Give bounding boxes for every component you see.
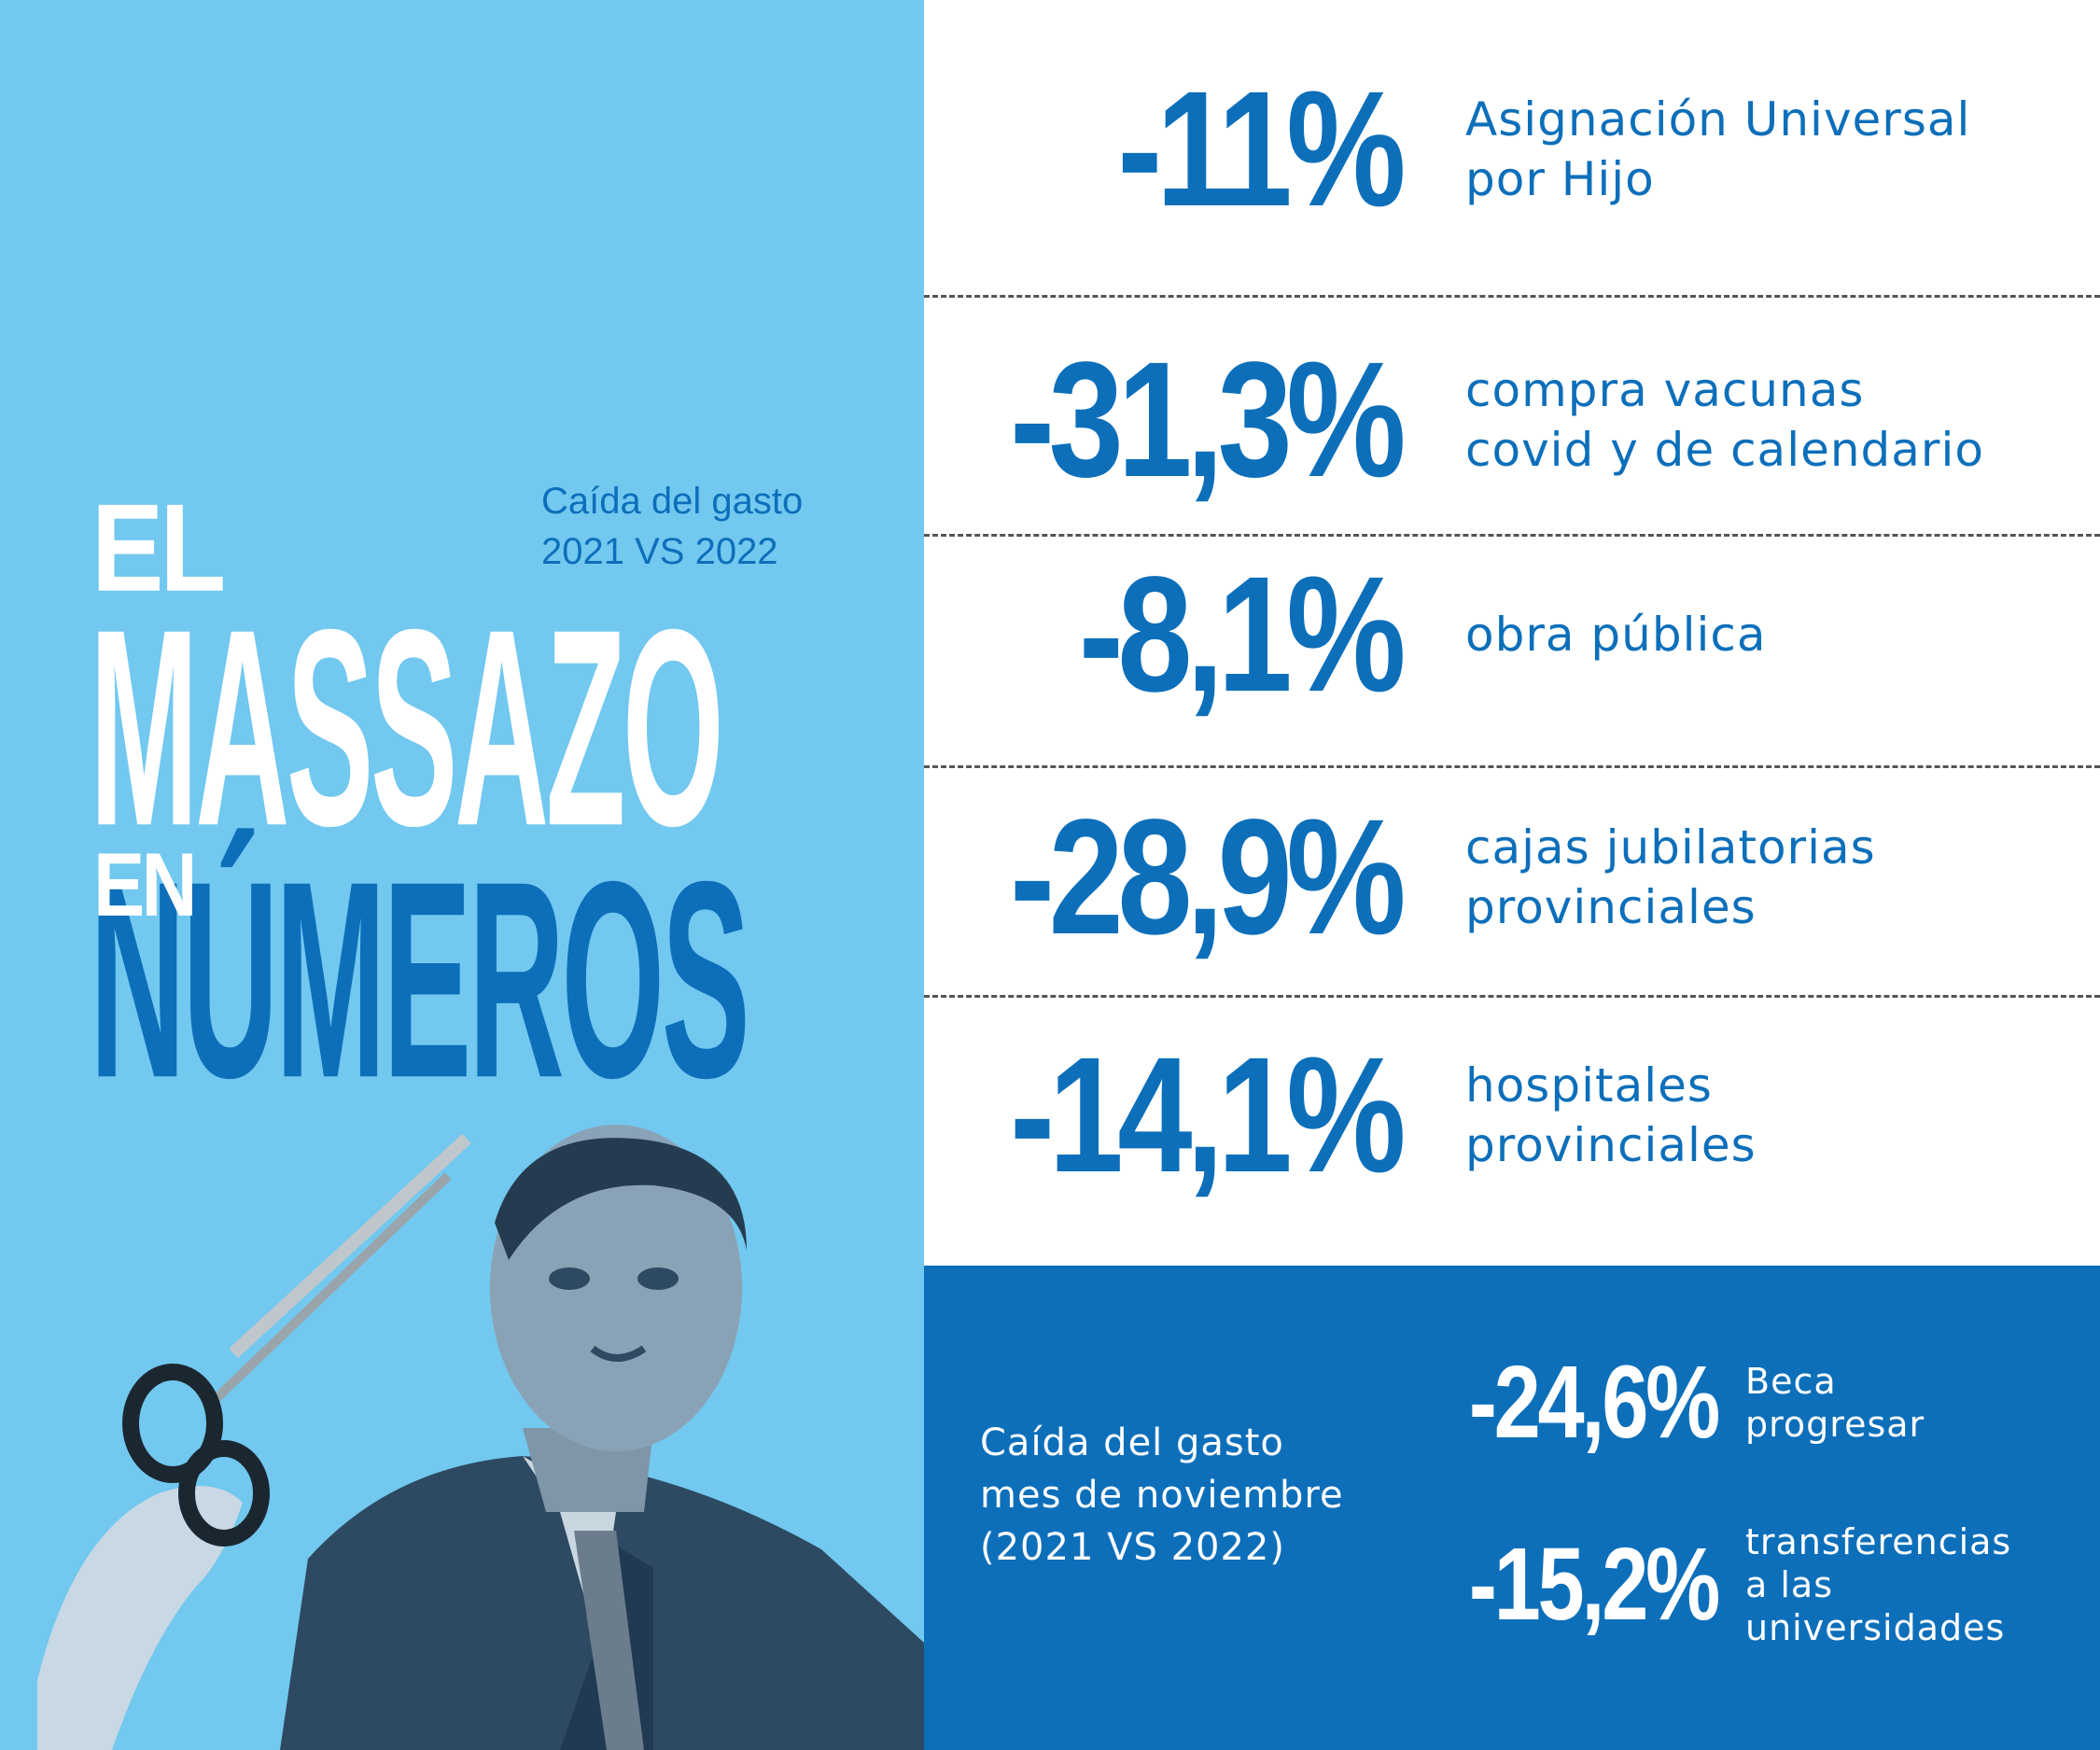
november-stat-label: Beca progresar [1745,1360,1925,1446]
november-title-line: (2021 VS 2022) [980,1526,1285,1569]
stat-label-line: provinciales [1465,880,1757,934]
headline-line-en: EN [93,834,197,935]
divider [924,534,2100,537]
stat-value: -11% [1117,58,1406,241]
november-stat-value: -15,2% [1468,1527,1720,1642]
subtitle-line: 2021 VS 2022 [541,531,778,572]
stat-label-line: hospitales [1465,1058,1713,1113]
headline-line-massazo: MASSAZO [90,571,724,884]
left-panel: EL MASSAZO NÚMEROS EN Caída del gasto 20… [0,0,924,1750]
november-stat-label-line: Beca [1745,1361,1837,1402]
stat-label-line: por Hijo [1465,152,1655,206]
stat-label-line: cajas jubilatorias [1465,820,1876,875]
november-title-line: mes de noviembre [980,1474,1344,1517]
subtitle: Caída del gasto 2021 VS 2022 [541,476,859,577]
stat-row: -11% Asignación Universal por Hijo [924,56,2100,243]
divider [924,765,2100,768]
november-box: Caída del gasto mes de noviembre (2021 V… [924,1266,2100,1750]
stat-value: -28,9% [1010,786,1406,969]
stat-label: compra vacunas covid y de calendario [1465,360,1984,480]
november-stat-row: -15,2% transferencias a las universidade… [1409,1510,2011,1659]
november-title: Caída del gasto mes de noviembre (2021 V… [980,1417,1372,1574]
stat-row: -28,9% cajas jubilatorias provinciales [924,784,2100,971]
stat-row: -8,1% obra pública [924,551,2100,719]
scissors-icon [122,1133,471,1547]
stat-label-line: obra pública [1465,608,1767,662]
november-stat-label-line: universidades [1745,1607,2006,1648]
divider [924,995,2100,998]
stat-label: cajas jubilatorias provinciales [1465,818,1876,937]
stat-row: -14,1% hospitales provinciales [924,1022,2100,1209]
november-stat-label-line: transferencias [1745,1521,2012,1562]
photo-illustration [37,1125,924,1750]
november-stat-label: transferencias a las universidades [1745,1520,2011,1649]
november-stat-value: -24,6% [1468,1345,1720,1460]
november-stat-row: -24,6% Beca progresar [1409,1342,1925,1463]
stat-label-line: provinciales [1465,1118,1757,1172]
stat-value: -31,3% [1010,329,1406,511]
stat-label: hospitales provinciales [1465,1056,1757,1175]
headline: EL MASSAZO NÚMEROS EN [0,0,924,1750]
stat-label-line: Asignación Universal [1465,92,1971,147]
november-title-line: Caída del gasto [980,1421,1284,1464]
november-stat-label-line: a las [1745,1564,1834,1605]
stat-label-line: compra vacunas [1465,363,1865,417]
headline-line-numeros: NÚMEROS [90,823,750,1136]
stat-label: obra pública [1465,605,1767,665]
subtitle-line: Caída del gasto [541,481,804,522]
stat-value: -14,1% [1010,1024,1406,1207]
headline-line-el: EL [91,477,226,618]
november-stat-label-line: progresar [1745,1404,1925,1445]
stat-row: -31,3% compra vacunas covid y de calenda… [924,327,2100,513]
divider [924,295,2100,298]
stat-value: -8,1% [1078,543,1407,726]
stat-label-line: covid y de calendario [1465,423,1984,477]
stat-label: Asignación Universal por Hijo [1465,90,1970,209]
